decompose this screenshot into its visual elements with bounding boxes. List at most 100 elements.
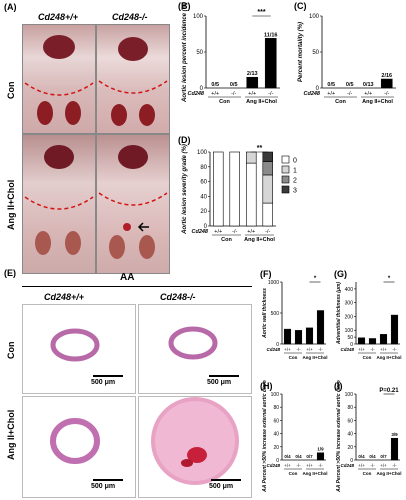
y-axis-label: Aortic lesion severity grade (%) <box>182 144 188 235</box>
y-tick-label: 400 <box>345 287 354 293</box>
x-tick-label: -/- <box>232 229 237 235</box>
x-tick-label: +/+ <box>364 91 372 97</box>
significance-label: * <box>314 276 317 282</box>
bar <box>390 437 399 461</box>
panel-e-row2-label: Ang II+Chol <box>6 409 16 461</box>
x-tick-label: -/- <box>318 347 323 352</box>
y-tick-label: 60 <box>347 418 353 424</box>
group-label: Con <box>363 471 372 476</box>
scale-bar-line <box>209 375 239 377</box>
x-tick-label: -/- <box>268 91 273 97</box>
y-tick-label: 40 <box>200 194 207 200</box>
chart-b: (B) 0 50 100 Aortic lesion percent incidence… <box>178 1 280 105</box>
bar <box>316 452 325 461</box>
y-tick-label: 1000 <box>268 280 279 286</box>
x-tick-label: +/+ <box>306 347 313 352</box>
group-label: Con <box>289 355 298 360</box>
group-label: Ang II+Chol <box>302 355 327 360</box>
y-tick-label: 0 <box>276 458 279 464</box>
data-label: 0/5 <box>230 82 238 88</box>
y-tick-label: 50 <box>312 50 319 56</box>
x-tick-label: +/+ <box>214 229 222 235</box>
stack-segment <box>246 162 257 227</box>
y-tick-label: 100 <box>271 392 280 398</box>
scale-bar-label: 500 μm <box>91 379 116 386</box>
x-tick-label: -/- <box>318 463 323 468</box>
scale-bar-line <box>211 479 241 481</box>
y-tick-label: 60 <box>273 418 279 424</box>
stack-segment <box>262 202 274 227</box>
histology-con-ko: 500 μm <box>138 304 252 394</box>
group-label: Ang II+Chol <box>376 355 401 360</box>
x-tick-label: +/+ <box>247 229 255 235</box>
bar <box>264 38 277 89</box>
panel-a-label: (A) <box>4 2 17 12</box>
gene-label: Cd248 <box>266 347 280 352</box>
legend-swatch <box>281 165 290 174</box>
y-tick-label: 20 <box>200 209 207 215</box>
gene-label: Cd248 <box>340 347 354 352</box>
bar <box>283 328 292 345</box>
data-label: 0/4 <box>284 454 291 459</box>
y-tick-label: 0 <box>276 342 279 348</box>
y-axis-label: Percent mortality (%) <box>298 22 304 82</box>
group-label: Ang II+Chol <box>244 237 275 243</box>
gene-label: Cd248 <box>187 91 204 97</box>
y-axis-label: Adventitial thickness (μm) <box>336 282 342 346</box>
data-label: 0/5 <box>211 82 219 88</box>
y-tick-label: 500 <box>271 311 280 317</box>
y-tick-label: 200 <box>345 314 354 320</box>
panel-label: (H) <box>260 381 273 391</box>
scale-bar-label: 500 μm <box>209 483 234 490</box>
bar <box>390 314 399 345</box>
group-label: Ang II+Chol <box>302 471 327 476</box>
group-label: Con <box>219 99 230 105</box>
panel-label: (C) <box>294 1 307 11</box>
data-label: 0/7 <box>380 454 387 459</box>
x-tick-label: -/- <box>347 91 352 97</box>
x-tick-label: +/+ <box>284 463 291 468</box>
stack-segment <box>229 151 240 227</box>
bar <box>380 78 393 89</box>
group-label: Con <box>363 355 372 360</box>
data-label: 0/4 <box>369 454 376 459</box>
histology-con-wt: 500 μm <box>22 304 136 394</box>
bar <box>379 334 388 345</box>
bar <box>368 338 377 345</box>
x-tick-label: -/- <box>392 463 397 468</box>
x-tick-label: +/+ <box>358 463 365 468</box>
photo-ang-wt-drawing <box>24 145 94 255</box>
y-axis-label: AA Percent >50% increase external aortic… <box>336 380 342 493</box>
data-label: 0/4 <box>295 454 302 459</box>
data-label: 11/16 <box>264 32 277 38</box>
y-tick-label: 40 <box>347 432 353 438</box>
scale-bar-line <box>93 375 123 377</box>
y-tick-label: 80 <box>273 405 279 411</box>
data-label: 0/5 <box>346 82 354 88</box>
bar <box>357 337 366 345</box>
group-label: Con <box>289 471 298 476</box>
group-label: Ang II+Chol <box>376 471 401 476</box>
data-label: 1/9 <box>317 447 324 452</box>
y-tick-label: 0 <box>350 458 353 464</box>
y-tick-label: 100 <box>193 14 204 20</box>
bar <box>305 327 314 345</box>
photo-con-ko-drawing <box>98 37 168 126</box>
y-tick-label: 100 <box>345 328 354 334</box>
y-tick-label: 0 <box>350 342 353 348</box>
panel-e-title: AA <box>120 272 135 283</box>
bar <box>246 76 259 89</box>
scale-bar-line <box>93 479 123 481</box>
y-tick-label: 20 <box>347 445 353 451</box>
panel-a-col2-title: Cd248-/- <box>112 12 148 22</box>
panel-label: (B) <box>178 1 191 11</box>
legend-label: 0 <box>293 158 297 165</box>
panel-e-col2-title: Cd248-/- <box>160 292 196 302</box>
scale-bar-label: 500 μm <box>91 483 116 490</box>
legend-swatch <box>281 155 290 164</box>
legend-label: 3 <box>293 188 297 195</box>
significance-label: *** <box>257 9 265 16</box>
